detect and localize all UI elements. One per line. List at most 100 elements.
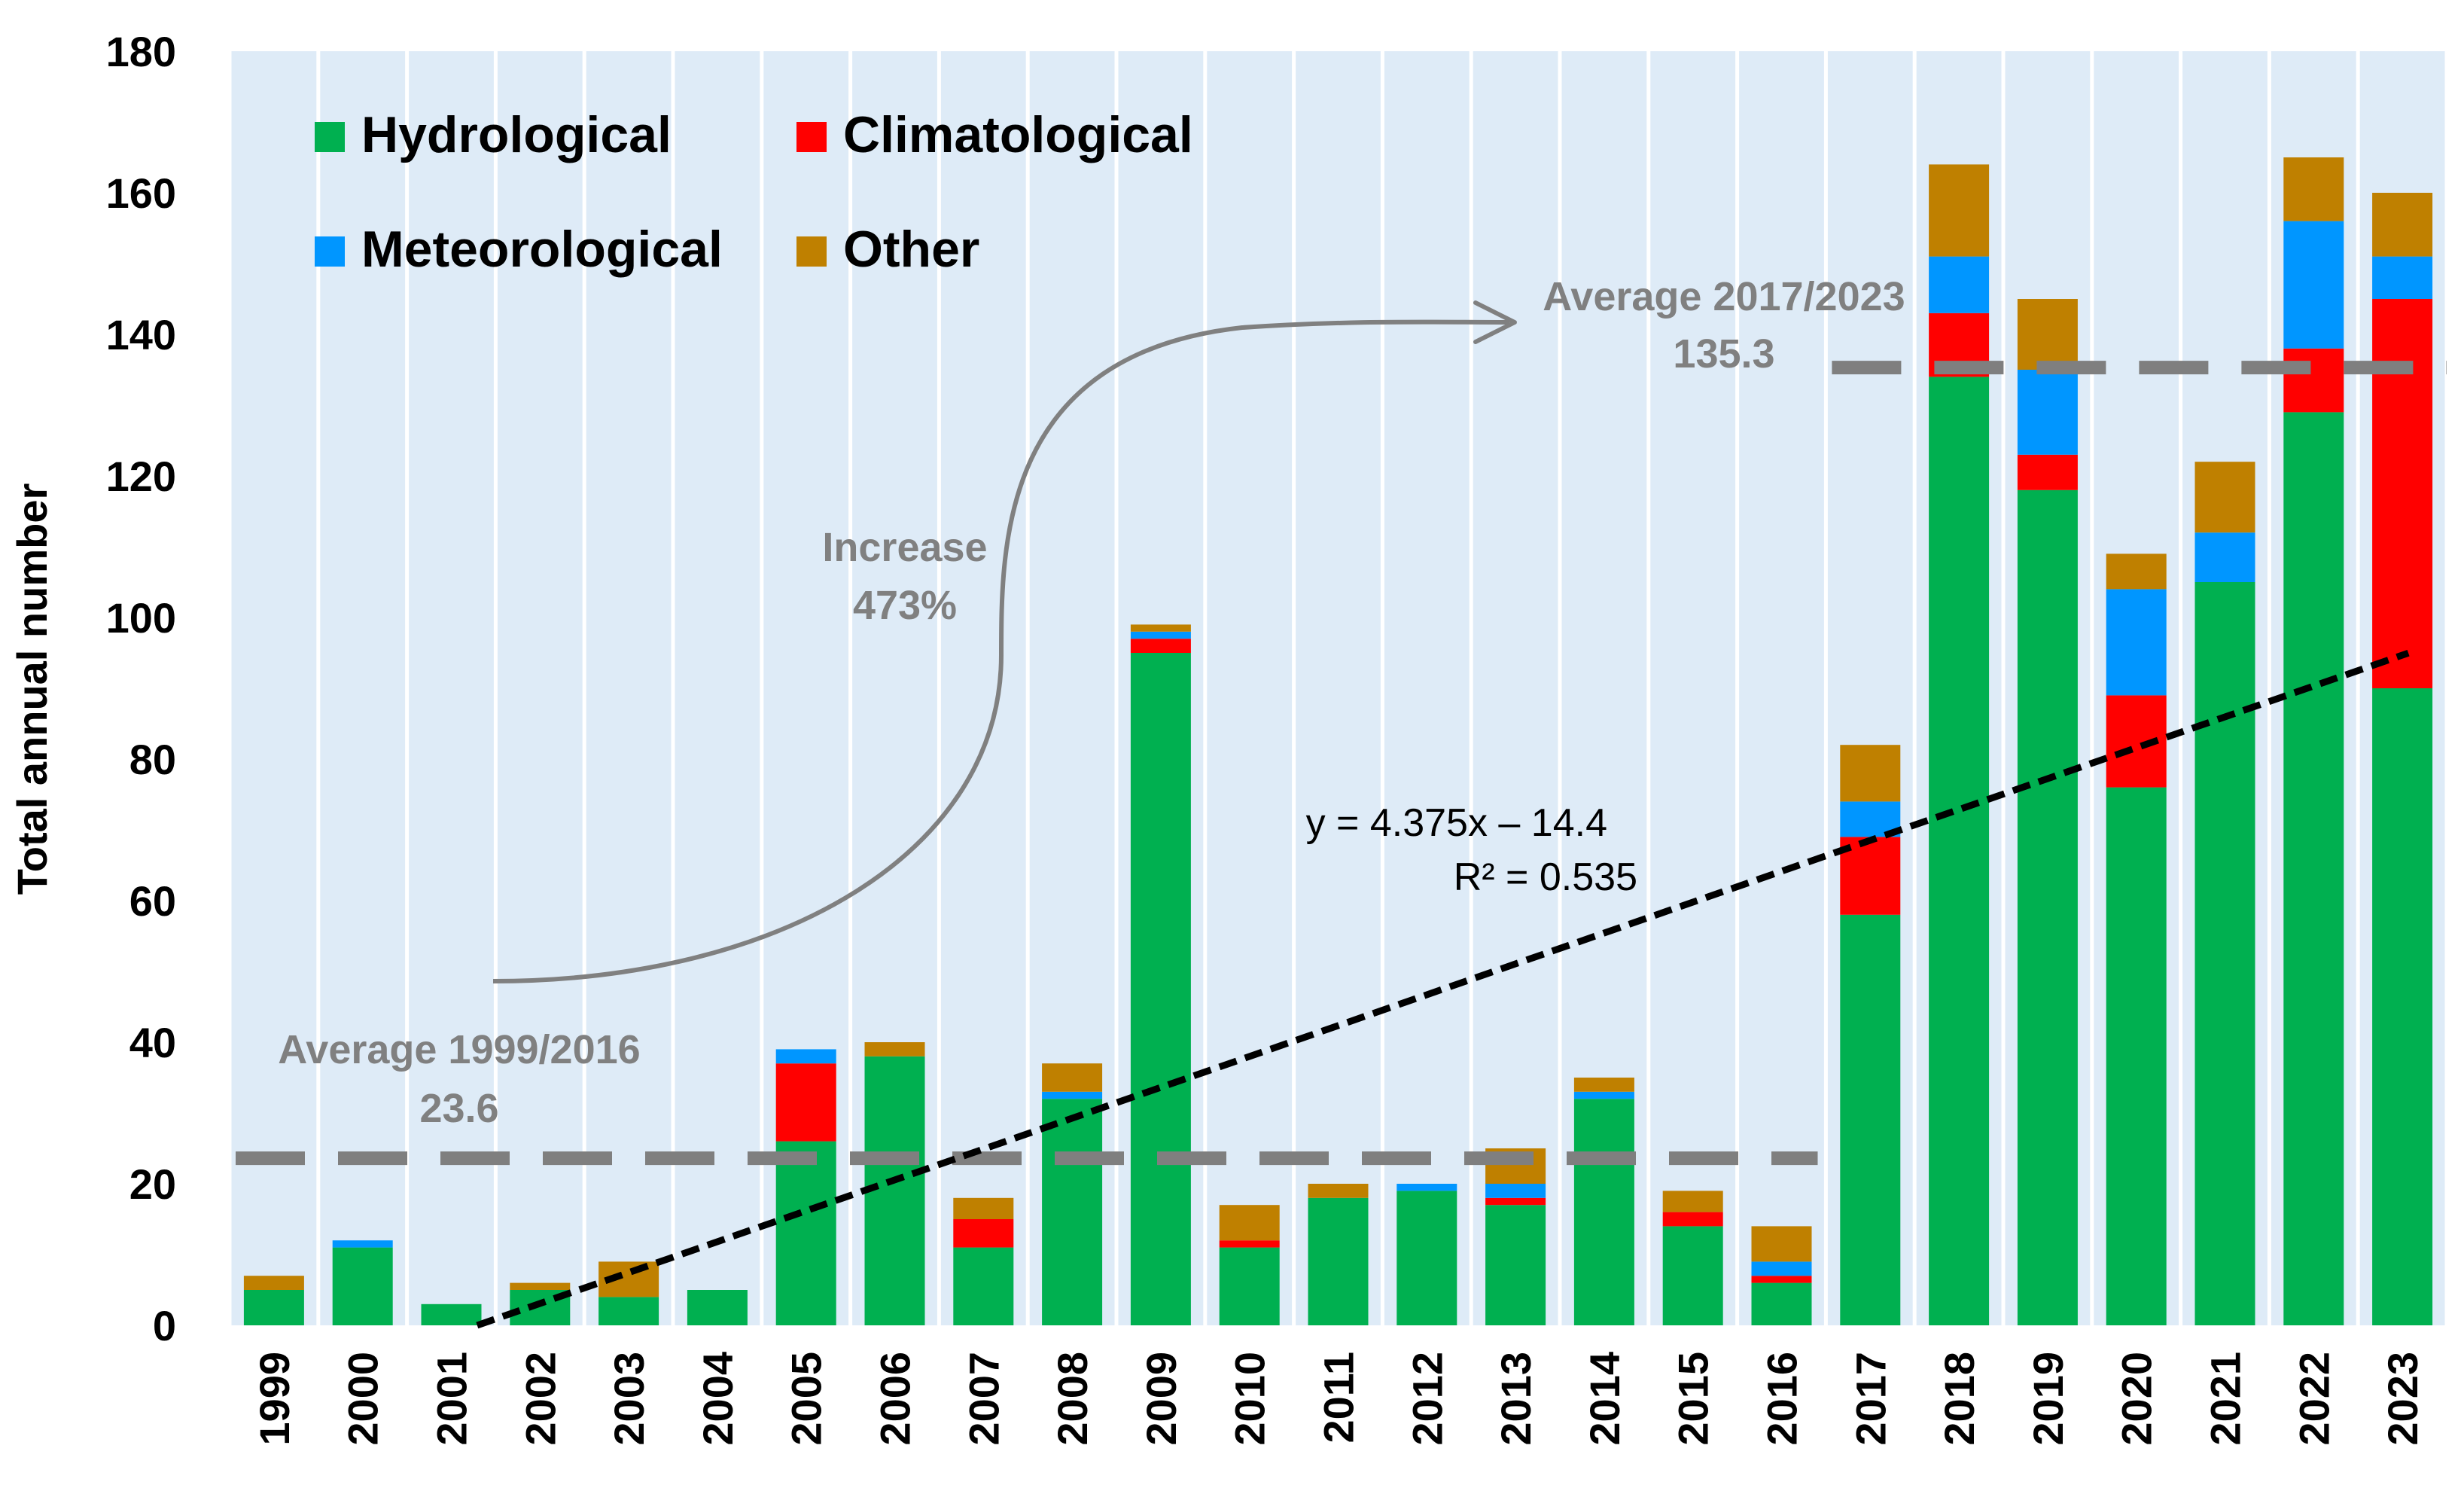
bar-hydrological-2005	[775, 1141, 836, 1325]
legend-label-other: Other	[843, 221, 979, 278]
x-tick-label: 2014	[1581, 1352, 1628, 1446]
bar-meteorological-2021	[2194, 532, 2255, 582]
bar-meteorological-2023	[2372, 256, 2433, 299]
bar-other-2006	[864, 1042, 925, 1057]
bar-other-2007	[953, 1197, 1014, 1219]
grid	[227, 51, 2449, 1325]
bar-hydrological-2016	[1751, 1282, 1812, 1325]
bar-hydrological-2022	[2283, 412, 2344, 1325]
bar-meteorological-2005	[775, 1049, 836, 1064]
increase-percent: 473%	[853, 583, 957, 628]
x-tick-label: 2020	[2113, 1352, 2161, 1446]
bar-hydrological-2014	[1573, 1099, 1634, 1325]
x-tick-label: 2017	[1847, 1352, 1894, 1446]
bar-hydrological-2003	[598, 1297, 659, 1325]
y-tick-label: 180	[106, 28, 176, 75]
bar-meteorological-2009	[1130, 631, 1191, 639]
bar-meteorological-2008	[1042, 1091, 1103, 1099]
x-tick-label: 2013	[1492, 1352, 1540, 1446]
bar-climatological-2007	[953, 1219, 1014, 1248]
x-tick-label: 2023	[2379, 1352, 2426, 1446]
average-1999-2016-value: 23.6	[419, 1086, 498, 1131]
x-tick-label: 2004	[694, 1352, 742, 1446]
y-tick-label: 100	[106, 594, 176, 642]
legend-label-climatological: Climatological	[843, 106, 1193, 163]
bar-meteorological-2013	[1485, 1184, 1546, 1198]
bar-climatological-2005	[775, 1063, 836, 1142]
bar-hydrological-2011	[1308, 1197, 1369, 1325]
legend-swatch-meteorological	[315, 236, 345, 267]
bar-hydrological-2008	[1042, 1099, 1103, 1325]
bar-climatological-2009	[1130, 639, 1191, 653]
bar-hydrological-2007	[953, 1247, 1014, 1325]
average-2017-2023-label: Average 2017/2023	[1543, 274, 1905, 319]
bar-hydrological-2020	[2106, 787, 2167, 1325]
increase-label: Increase	[822, 525, 987, 570]
bar-hydrological-2006	[864, 1056, 925, 1325]
bar-climatological-2015	[1662, 1212, 1723, 1227]
x-tick-label: 2000	[340, 1352, 387, 1446]
x-tick-label: 2019	[2024, 1352, 2072, 1446]
bar-climatological-2022	[2283, 348, 2344, 413]
bar-hydrological-2023	[2372, 688, 2433, 1325]
bar-other-2015	[1662, 1191, 1723, 1212]
bar-hydrological-2017	[1840, 914, 1901, 1325]
y-tick-label: 160	[106, 169, 176, 217]
bar-hydrological-2013	[1485, 1205, 1546, 1325]
x-tick-label: 2018	[1936, 1352, 1983, 1446]
bar-hydrological-1999	[243, 1290, 304, 1325]
x-tick-label: 2012	[1403, 1352, 1451, 1446]
increase-arrowhead	[1473, 300, 1517, 344]
bar-meteorological-2019	[2017, 370, 2078, 455]
x-tick-label: 2011	[1315, 1352, 1363, 1444]
x-tick-label: 2007	[960, 1352, 1007, 1446]
bar-meteorological-2014	[1573, 1091, 1634, 1099]
y-tick-label: 20	[129, 1160, 176, 1208]
bar-meteorological-2018	[1929, 256, 1990, 313]
bar-hydrological-2012	[1396, 1191, 1457, 1325]
bar-hydrological-2009	[1130, 653, 1191, 1325]
x-tick-label: 2016	[1759, 1352, 1806, 1446]
x-axis: 1999 2000 2001 2002 2003 2004 2005 2006 2007 2008…	[251, 1352, 2426, 1446]
y-tick-label: 0	[153, 1302, 176, 1349]
bar-hydrological-2010	[1219, 1247, 1280, 1325]
x-tick-label: 2008	[1049, 1352, 1096, 1446]
legend-swatch-hydrological	[315, 122, 345, 152]
bar-hydrological-2019	[2017, 489, 2078, 1325]
bar-other-2023	[2372, 193, 2433, 257]
y-tick-label: 80	[129, 736, 176, 783]
bar-other-2016	[1751, 1226, 1812, 1262]
x-tick-label: 2009	[1138, 1352, 1185, 1446]
x-tick-label: 2005	[783, 1352, 830, 1446]
x-tick-label: 2006	[872, 1352, 919, 1446]
bar-other-2008	[1042, 1063, 1103, 1092]
trendline	[476, 649, 2410, 1329]
y-tick-label: 40	[129, 1019, 176, 1066]
x-tick-label: 2015	[1670, 1352, 1717, 1446]
x-tick-label: 1999	[251, 1352, 298, 1446]
bar-meteorological-2000	[332, 1240, 393, 1248]
bar-climatological-2019	[2017, 454, 2078, 490]
trendline-dashed	[476, 649, 2410, 1329]
bar-other-2014	[1573, 1078, 1634, 1092]
y-tick-label: 120	[106, 453, 176, 500]
y-tick-label: 60	[129, 877, 176, 925]
bar-other-2010	[1219, 1205, 1280, 1241]
x-tick-label: 2021	[2202, 1352, 2249, 1446]
bar-meteorological-2012	[1396, 1184, 1457, 1191]
bar-hydrological-2001	[421, 1303, 482, 1325]
bar-other-2020	[2106, 553, 2167, 590]
bar-hydrological-2004	[687, 1290, 748, 1325]
y-tick-label: 140	[106, 311, 176, 358]
x-tick-label: 2022	[2290, 1352, 2338, 1446]
bar-other-2009	[1130, 624, 1191, 632]
x-tick-label: 2003	[605, 1352, 653, 1446]
bar-other-2018	[1929, 164, 1990, 257]
bar-hydrological-2015	[1662, 1226, 1723, 1325]
bar-other-2011	[1308, 1184, 1369, 1198]
bars	[243, 157, 2433, 1325]
bar-hydrological-2000	[332, 1247, 393, 1325]
bar-meteorological-2016	[1751, 1261, 1812, 1276]
bar-hydrological-2018	[1929, 377, 1990, 1325]
